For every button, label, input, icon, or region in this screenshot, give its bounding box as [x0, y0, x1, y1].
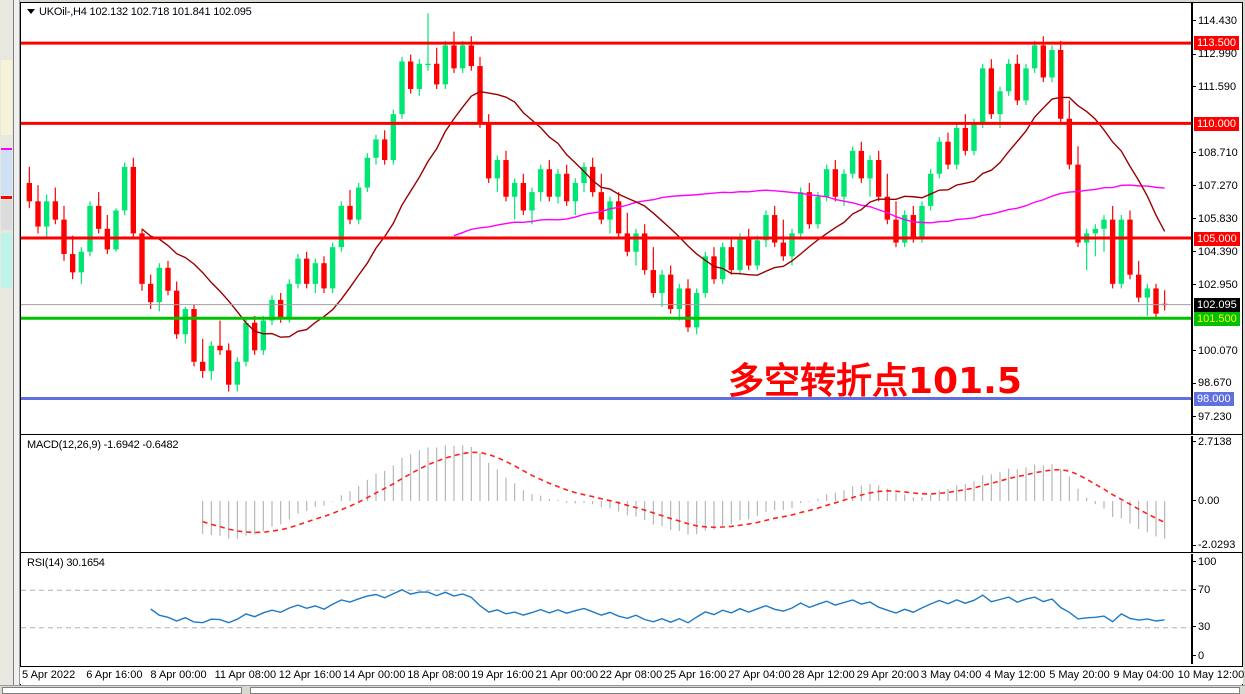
gutter-mark-magenta	[1, 148, 12, 150]
rsi-plot[interactable]	[21, 554, 1192, 664]
time-label: 22 Apr 08:00	[599, 669, 663, 681]
time-label: 12 Apr 16:00	[278, 669, 342, 681]
price-plot[interactable]: 多空转折点101.5	[21, 3, 1192, 434]
price-tick: 104.390	[1192, 246, 1238, 259]
macd-axis: 2.7138 0.00 -2.0293	[1192, 436, 1242, 552]
rsi-tick: 70	[1192, 584, 1210, 597]
rsi-tick: 30	[1192, 621, 1210, 634]
price-tick: 98.670	[1192, 377, 1232, 390]
candlestick-series	[26, 13, 1168, 392]
horizontal-scrollbar[interactable]	[0, 685, 1245, 694]
gutter-mark-cream	[1, 60, 12, 135]
time-label: 5 May 20:00	[1049, 669, 1110, 681]
ma-slow-line	[453, 184, 1165, 237]
chart-annotation: 多空转折点101.5	[728, 361, 1022, 402]
macd-pane-label: MACD(12,26,9) -1.6942 -0.6482	[27, 439, 179, 451]
collapse-caret-icon[interactable]	[27, 8, 35, 14]
time-label: 8 Apr 00:00	[150, 669, 207, 681]
price-tick: 114.430	[1192, 15, 1237, 28]
chart-window: 多空转折点101.5 114.430 112.990 111.590 108.710 1…	[20, 2, 1243, 690]
left-overview-gutter[interactable]	[0, 0, 14, 694]
rsi-tick: 0	[1192, 650, 1204, 663]
price-level-badge[interactable]: 101.500	[1194, 311, 1240, 326]
macd-layer	[202, 445, 1166, 539]
price-level-badge[interactable]: 113.500	[1194, 36, 1239, 51]
price-pane[interactable]: 多空转折点101.5 114.430 112.990 111.590 108.710 1…	[21, 3, 1242, 435]
time-label: 9 May 04:00	[1113, 669, 1174, 681]
gutter-mark-cyan	[1, 233, 12, 288]
ma-fast-line	[141, 90, 1166, 338]
price-tick: 112.990	[1192, 48, 1237, 61]
time-label: 14 Apr 00:00	[343, 669, 406, 681]
time-label: 5 Apr 2022	[22, 669, 76, 681]
time-label: 10 May 12:00	[1177, 669, 1245, 681]
price-candles-layer	[21, 13, 1191, 400]
rsi-layer	[21, 589, 1191, 629]
time-label: 18 Apr 08:00	[407, 669, 470, 681]
price-tick: 105.830	[1192, 213, 1238, 226]
time-label: 19 Apr 16:00	[471, 669, 534, 681]
scrollbar-thumb-left[interactable]	[2, 687, 242, 694]
price-tick: 97.230	[1192, 411, 1232, 424]
price-level-badge[interactable]: 110.000	[1194, 116, 1239, 131]
time-label: 11 Apr 08:00	[214, 669, 277, 681]
price-level-lines	[21, 41, 1191, 400]
left-rail[interactable]	[14, 0, 20, 694]
macd-signal-line	[202, 451, 1165, 534]
price-tick: 108.710	[1192, 147, 1238, 160]
macd-axis-spine	[1192, 436, 1193, 552]
symbol-ohlc-text: UKOil-,H4 102.132 102.718 101.841 102.09…	[39, 6, 252, 18]
price-tick: 107.270	[1192, 180, 1238, 193]
rsi-line	[150, 589, 1165, 624]
rsi-level-lines	[21, 589, 1191, 629]
macd-tick: 2.7138	[1192, 436, 1232, 449]
rsi-pane[interactable]: 100 70 30 0 RSI(14) 30.1654	[21, 554, 1242, 664]
time-label: 29 Apr 20:00	[856, 669, 919, 681]
rsi-pane-label: RSI(14) 30.1654	[27, 557, 105, 569]
price-pane-label: UKOil-,H4 102.132 102.718 101.841 102.09…	[27, 6, 252, 18]
time-label: 4 May 12:00	[985, 669, 1046, 681]
price-level-badge[interactable]: 105.000	[1194, 231, 1240, 246]
time-label: 6 Apr 16:00	[86, 669, 143, 681]
price-tick: 102.950	[1192, 279, 1238, 292]
rsi-axis-spine	[1192, 554, 1193, 664]
price-tick: 111.590	[1192, 81, 1236, 94]
scrollbar-thumb-main[interactable]	[250, 687, 1240, 694]
gutter-mark-blue	[1, 150, 12, 195]
price-level-badge[interactable]: 102.095	[1194, 298, 1240, 313]
macd-tick: 0.00	[1192, 495, 1219, 508]
gutter-mark-red2	[1, 196, 12, 199]
macd-pane[interactable]: 2.7138 0.00 -2.0293 MACD(12,26,9) -1.6942 …	[21, 436, 1242, 553]
gutter-mark-grey	[1, 200, 12, 230]
time-label: 25 Apr 16:00	[664, 669, 727, 681]
macd-plot[interactable]	[21, 436, 1192, 552]
time-label: 28 Apr 12:00	[792, 669, 855, 681]
macd-tick: -2.0293	[1192, 539, 1235, 552]
macd-histogram	[202, 445, 1166, 539]
time-label: 21 Apr 00:00	[535, 669, 598, 681]
rsi-tick: 100	[1192, 556, 1216, 569]
time-label: 27 Apr 04:00	[728, 669, 791, 681]
price-tick: 100.070	[1192, 345, 1238, 358]
price-axis: 114.430 112.990 111.590 108.710 107.270 105.8…	[1192, 3, 1242, 434]
time-label: 3 May 04:00	[920, 669, 982, 681]
rsi-axis: 100 70 30 0	[1192, 554, 1242, 664]
price-level-badge[interactable]: 98.000	[1194, 392, 1234, 407]
time-axis: 5 Apr 2022 6 Apr 16:00 8 Apr 00:00 11 Apr 0…	[20, 666, 1245, 684]
